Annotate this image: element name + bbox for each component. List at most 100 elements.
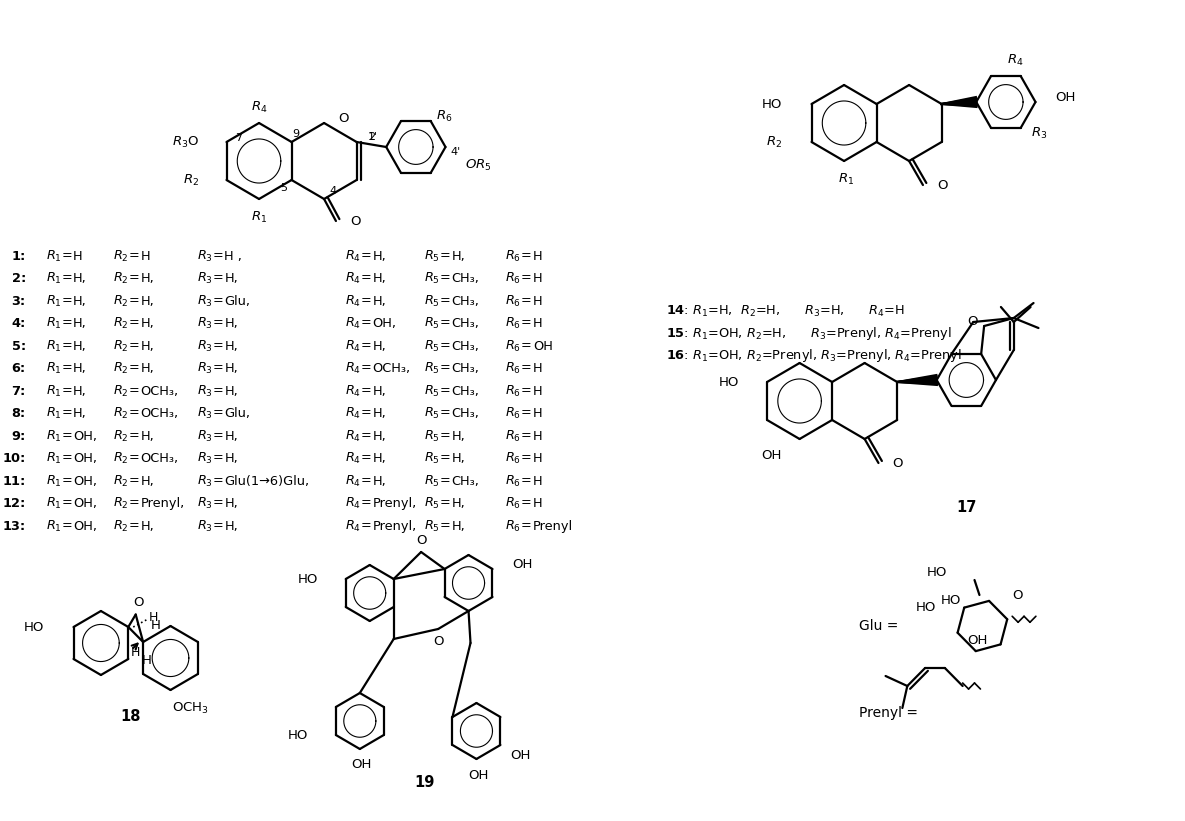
Text: $R_5$=: $R_5$=	[424, 474, 450, 488]
Text: $R_3$: $R_3$	[1031, 126, 1046, 140]
Text: $R_3$=: $R_3$=	[197, 249, 223, 264]
Text: $R_2$=: $R_2$=	[113, 429, 139, 443]
Text: H,: H,	[141, 520, 154, 533]
Text: 4:: 4:	[12, 317, 26, 330]
Text: H,: H,	[73, 272, 87, 285]
Text: $R_2$: $R_2$	[766, 135, 782, 149]
Text: $R_1$: $R_1$	[838, 172, 854, 186]
Text: $R_3$=: $R_3$=	[197, 474, 223, 488]
Text: $R_5$=: $R_5$=	[424, 383, 450, 398]
Text: $OR_5$: $OR_5$	[466, 158, 492, 172]
Text: $R_6$=: $R_6$=	[505, 249, 532, 264]
Text: $R_3$=: $R_3$=	[197, 518, 223, 534]
Text: $R_5$=: $R_5$=	[424, 518, 450, 534]
Text: $R_1$=: $R_1$=	[45, 474, 72, 488]
Text: $R_2$: $R_2$	[182, 172, 199, 187]
Text: OCH$_3$: OCH$_3$	[173, 700, 210, 716]
Text: $R_3$=: $R_3$=	[197, 293, 223, 309]
Text: $R_1$=: $R_1$=	[45, 518, 72, 534]
Text: $R_4$=: $R_4$=	[345, 429, 371, 443]
Text: 1': 1'	[369, 132, 378, 142]
Text: $R_1$=: $R_1$=	[45, 338, 72, 354]
Text: CH₃,: CH₃,	[451, 272, 480, 285]
Text: 4': 4'	[450, 147, 461, 157]
Text: O: O	[338, 112, 348, 125]
Text: OH: OH	[512, 557, 532, 571]
Text: H: H	[533, 250, 543, 263]
Text: $R_2$=: $R_2$=	[113, 518, 139, 534]
Text: H,: H,	[224, 497, 238, 510]
Text: $R_4$=: $R_4$=	[345, 406, 371, 421]
Text: $R_6$=: $R_6$=	[505, 518, 532, 534]
Text: $\mathbf{15}$: $R_1$=OH, $R_2$=H,      $R_3$=Prenyl, $R_4$=Prenyl: $\mathbf{15}$: $R_1$=OH, $R_2$=H, $R_3$=…	[666, 324, 952, 342]
Text: $R_2$=: $R_2$=	[113, 249, 139, 264]
Text: CH₃,: CH₃,	[451, 475, 480, 488]
Text: OCH₃,: OCH₃,	[141, 452, 179, 465]
Text: H,: H,	[224, 520, 238, 533]
Text: $R_3$=: $R_3$=	[197, 338, 223, 354]
Text: Prenyl,: Prenyl,	[372, 497, 417, 510]
Text: $R_5$=: $R_5$=	[424, 361, 450, 376]
Text: $R_3$=: $R_3$=	[197, 361, 223, 376]
Text: OH,: OH,	[73, 475, 97, 488]
Text: $R_5$=: $R_5$=	[424, 271, 450, 286]
Text: $R_4$=: $R_4$=	[345, 271, 371, 286]
Text: H,: H,	[224, 272, 238, 285]
Text: H: H	[533, 497, 543, 510]
Text: $R_3$=: $R_3$=	[197, 406, 223, 421]
Text: $R_2$=: $R_2$=	[113, 406, 139, 421]
Text: H,: H,	[224, 362, 238, 375]
Text: H,: H,	[372, 384, 386, 397]
Text: H,: H,	[451, 452, 466, 465]
Text: OH: OH	[533, 340, 552, 352]
Text: $R_4$=: $R_4$=	[345, 383, 371, 398]
Text: H: H	[533, 429, 543, 443]
Text: HO: HO	[297, 572, 318, 585]
Text: H,: H,	[372, 475, 386, 488]
Text: OH,: OH,	[73, 497, 97, 510]
Text: $R_6$=: $R_6$=	[505, 338, 532, 354]
Text: H,: H,	[73, 295, 87, 308]
Text: 12:: 12:	[2, 497, 26, 510]
Text: HO: HO	[762, 98, 782, 111]
Text: $R_1$=: $R_1$=	[45, 496, 72, 511]
Text: 10:: 10:	[2, 452, 26, 465]
Text: H,: H,	[224, 429, 238, 443]
Text: $R_6$: $R_6$	[436, 108, 451, 124]
Text: O: O	[967, 314, 978, 328]
Text: $R_5$=: $R_5$=	[424, 338, 450, 354]
Text: H,: H,	[372, 407, 386, 420]
Text: OH: OH	[468, 768, 488, 782]
Text: H ,: H ,	[224, 250, 242, 263]
Text: 7: 7	[235, 133, 242, 143]
Text: $R_4$=: $R_4$=	[345, 518, 371, 534]
Text: H: H	[533, 452, 543, 465]
Text: $R_6$=: $R_6$=	[505, 271, 532, 286]
Text: Prenyl,: Prenyl,	[372, 520, 417, 533]
Text: $R_5$=: $R_5$=	[424, 316, 450, 331]
Text: 3:: 3:	[12, 295, 26, 308]
Text: OH: OH	[762, 448, 782, 461]
Text: O: O	[937, 178, 947, 191]
Text: OH: OH	[967, 635, 988, 647]
Text: $R_6$=: $R_6$=	[505, 383, 532, 398]
Text: $R_5$=: $R_5$=	[424, 249, 450, 264]
Text: $R_4$: $R_4$	[251, 99, 268, 115]
Text: H: H	[533, 475, 543, 488]
Text: $R_6$=: $R_6$=	[505, 406, 532, 421]
Text: CH₃,: CH₃,	[451, 362, 480, 375]
Text: H,: H,	[73, 384, 87, 397]
Text: H: H	[533, 272, 543, 285]
Text: 5:: 5:	[12, 340, 26, 352]
Text: $R_2$=: $R_2$=	[113, 474, 139, 488]
Text: H,: H,	[372, 250, 386, 263]
Text: $R_3$=: $R_3$=	[197, 383, 223, 398]
Text: 18: 18	[121, 709, 141, 724]
Text: $\mathbf{16}$: $R_1$=OH, $R_2$=Prenyl, $R_3$=Prenyl, $R_4$=Prenyl: $\mathbf{16}$: $R_1$=OH, $R_2$=Prenyl, $…	[666, 346, 962, 364]
Text: H: H	[148, 611, 158, 623]
Text: $R_3$=: $R_3$=	[197, 271, 223, 286]
Text: 2: 2	[369, 132, 376, 142]
Text: HO: HO	[916, 601, 936, 614]
Text: Prenyl,: Prenyl,	[141, 497, 185, 510]
Text: CH₃,: CH₃,	[451, 384, 480, 397]
